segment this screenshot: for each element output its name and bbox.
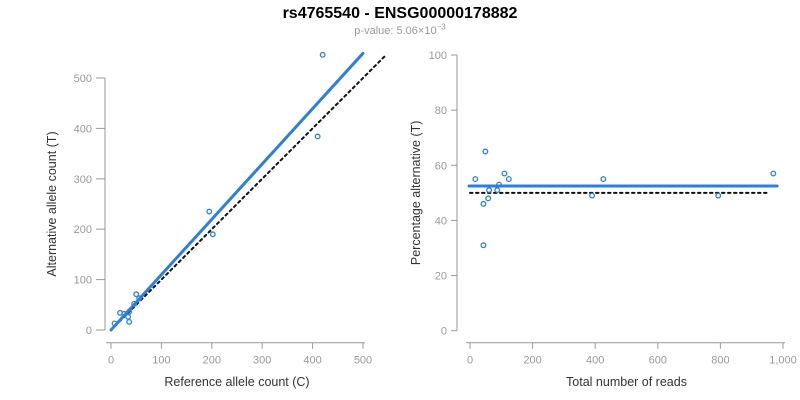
data-point bbox=[770, 170, 777, 177]
plot-allele-counts: 0 100 200 300 400 500 0 100 200 300 400 500 Referenc… bbox=[45, 51, 387, 389]
data-point bbox=[600, 176, 607, 183]
data-point bbox=[505, 176, 512, 183]
x-tick-label: 400 bbox=[586, 355, 604, 367]
y-tick-label: 300 bbox=[74, 174, 92, 186]
data-point bbox=[482, 148, 489, 155]
data-point bbox=[494, 187, 501, 194]
y-tick-label: 100 bbox=[429, 50, 447, 62]
y-tick-label: 100 bbox=[74, 275, 92, 287]
data-point bbox=[472, 176, 479, 183]
y-tick-label: 500 bbox=[74, 73, 92, 85]
identity-line bbox=[110, 54, 387, 331]
y-tick-label: 200 bbox=[74, 224, 92, 236]
x-tick-label: 800 bbox=[711, 355, 729, 367]
data-point bbox=[136, 295, 143, 302]
x-tick-label: 0 bbox=[467, 355, 473, 367]
plot-percentage-vs-reads: 0 20 40 60 80 100 0 200 400 600 800 1,000 Total numb… bbox=[409, 50, 797, 389]
y-tick-label: 20 bbox=[435, 271, 447, 283]
x-tick-label: 600 bbox=[649, 355, 667, 367]
data-point bbox=[126, 318, 133, 325]
pvalue-exponent: −3 bbox=[436, 22, 446, 32]
data-point bbox=[133, 291, 140, 298]
data-point bbox=[126, 308, 133, 315]
x-tick-label: 200 bbox=[203, 355, 221, 367]
data-point bbox=[589, 192, 596, 199]
data-point bbox=[111, 320, 118, 327]
data-point bbox=[206, 208, 213, 215]
data-point bbox=[501, 170, 508, 177]
chart-subtitle: p-value: 5.06×10−3 bbox=[0, 22, 800, 37]
data-point bbox=[209, 231, 216, 238]
data-point bbox=[480, 242, 487, 249]
x-tick-label: 500 bbox=[354, 355, 372, 367]
data-point bbox=[485, 195, 492, 202]
y-tick-label: 0 bbox=[441, 326, 447, 338]
x-axis-title: Reference allele count (C) bbox=[164, 375, 309, 389]
data-point bbox=[319, 51, 326, 58]
regression-line bbox=[109, 51, 365, 332]
data-point bbox=[480, 200, 487, 207]
x-axis-title: Total number of reads bbox=[566, 375, 687, 389]
y-tick-label: 400 bbox=[74, 123, 92, 135]
x-tick-label: 0 bbox=[108, 355, 114, 367]
x-tick-label: 200 bbox=[523, 355, 541, 367]
page-title: rs4765540 - ENSG00000178882 bbox=[282, 5, 518, 22]
data-point bbox=[314, 133, 321, 140]
pvalue-text: p-value: 5.06×10 bbox=[354, 25, 437, 37]
data-point bbox=[125, 313, 132, 320]
x-tick-label: 400 bbox=[303, 355, 321, 367]
x-tick-label: 1,000 bbox=[769, 355, 797, 367]
y-tick-label: 40 bbox=[435, 215, 447, 227]
y-axis-title: Percentage alternative (T) bbox=[409, 121, 423, 266]
data-point bbox=[131, 300, 138, 307]
y-tick-label: 60 bbox=[435, 160, 447, 172]
y-tick-label: 80 bbox=[435, 105, 447, 117]
data-point bbox=[715, 192, 722, 199]
data-point bbox=[121, 310, 128, 317]
x-tick-label: 100 bbox=[152, 355, 170, 367]
data-point bbox=[486, 187, 493, 194]
y-tick-label: 0 bbox=[86, 325, 92, 337]
data-point bbox=[496, 181, 503, 188]
x-tick-label: 300 bbox=[253, 355, 271, 367]
y-axis-title: Alternative allele count (T) bbox=[45, 131, 59, 276]
